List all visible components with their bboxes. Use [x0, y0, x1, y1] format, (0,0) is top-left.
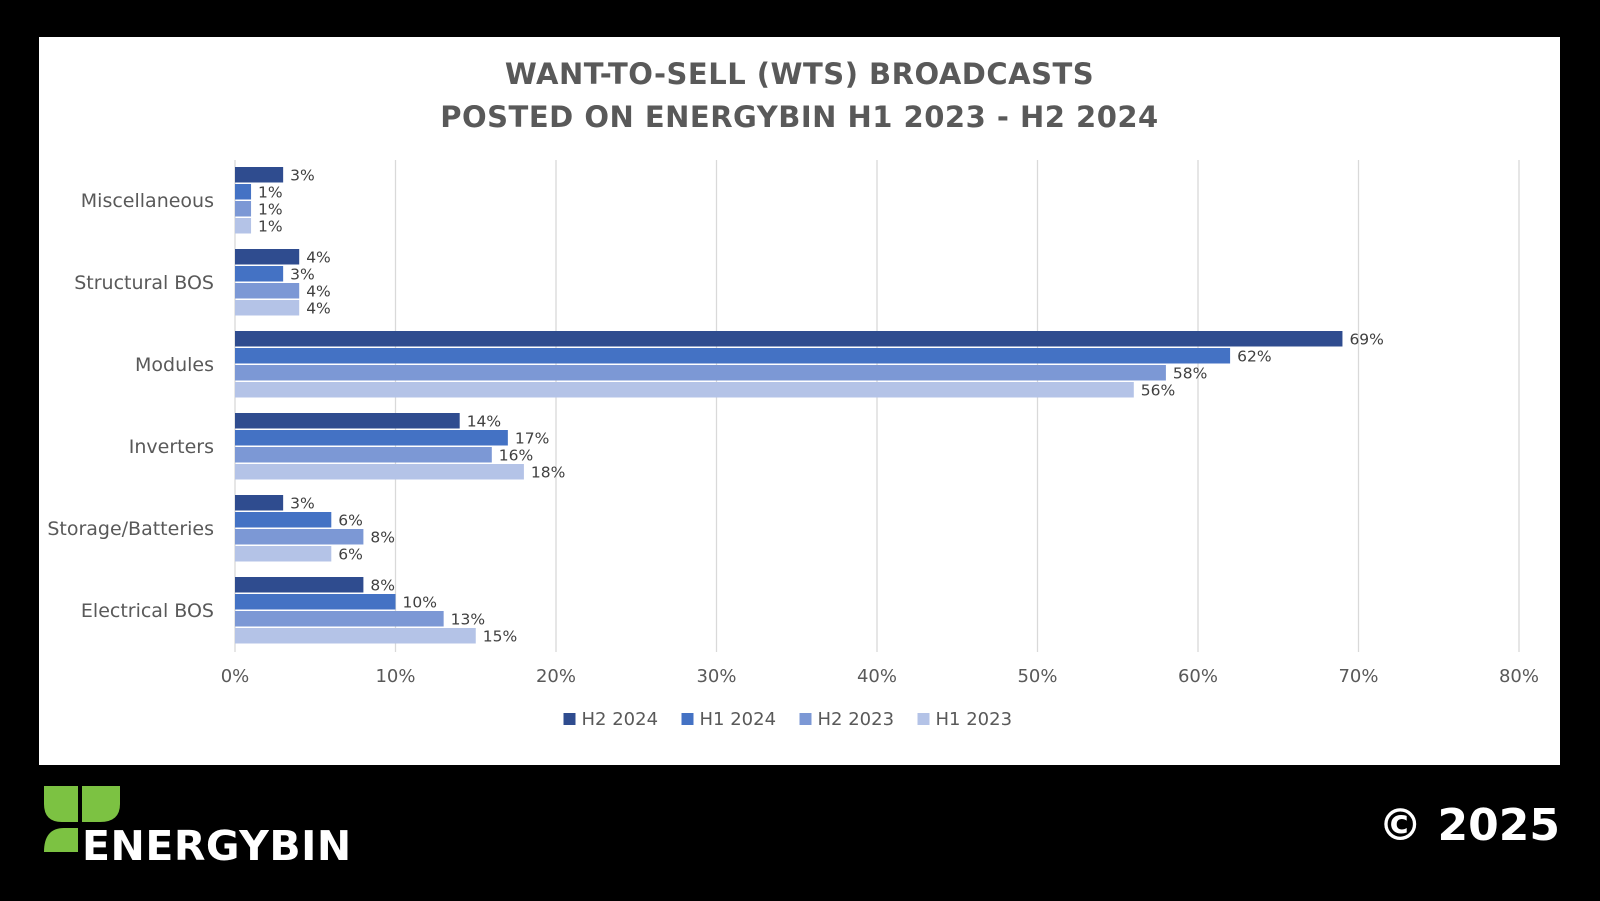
bar [235, 201, 252, 217]
data-label: 3% [290, 265, 315, 283]
logo-leaf-bottom-left [44, 828, 78, 852]
category-label: Modules [135, 354, 214, 376]
chart-title-line2: POSTED ON ENERGYBIN H1 2023 - H2 2024 [440, 100, 1159, 134]
legend-swatch [799, 713, 812, 725]
data-label: 4% [306, 282, 331, 300]
bar [235, 365, 1166, 381]
data-label: 3% [290, 494, 315, 512]
bar [235, 594, 396, 610]
category-label: Electrical BOS [81, 600, 214, 622]
data-label: 1% [258, 200, 283, 218]
data-label: 18% [531, 463, 565, 481]
bar [235, 577, 364, 593]
bar [235, 184, 252, 200]
x-tick-label: 0% [221, 666, 250, 687]
bar [235, 249, 300, 265]
x-tick-label: 50% [1017, 666, 1057, 687]
bar [235, 447, 492, 463]
bar [235, 283, 300, 299]
bar [235, 300, 300, 316]
category-label: Storage/Batteries [47, 518, 214, 540]
data-label: 1% [258, 183, 283, 201]
bar-chart: 0% 10% 20% 30% 40% 50% 60% 70% 80% Miscellaneous 3… [47, 160, 1539, 730]
data-label: 8% [370, 528, 395, 546]
bar [235, 382, 1134, 398]
data-label: 1% [258, 217, 283, 235]
x-tick-label: 60% [1178, 666, 1218, 687]
bar [235, 611, 444, 627]
x-tick-label: 30% [696, 666, 736, 687]
bar [235, 218, 252, 234]
x-tick-label: 40% [857, 666, 897, 687]
bar [235, 529, 364, 545]
bar [235, 546, 332, 562]
energybin-logo [44, 786, 120, 852]
data-label: 15% [483, 627, 517, 645]
data-label: 8% [370, 576, 395, 594]
legend-swatch [917, 713, 930, 725]
x-tick-label: 10% [375, 666, 415, 687]
bar [235, 167, 284, 183]
data-label: 4% [306, 248, 331, 266]
logo-wordmark: ENERGYBIN [82, 822, 352, 870]
data-label: 13% [451, 610, 485, 628]
data-label: 14% [467, 412, 501, 430]
legend-label: H1 2024 [700, 709, 777, 730]
legend-label: H2 2024 [582, 709, 659, 730]
data-label: 56% [1141, 381, 1175, 399]
chart-panel: WANT-TO-SELL (WTS) BROADCASTS POSTED ON … [39, 37, 1560, 765]
copyright-notice: © 2025 [1378, 800, 1560, 851]
x-tick-label: 80% [1499, 666, 1539, 687]
bar [235, 628, 476, 644]
bar [235, 331, 1343, 347]
bar [235, 266, 284, 282]
logo-leaf-top-right [82, 786, 120, 822]
data-label: 6% [338, 511, 363, 529]
data-label: 58% [1173, 364, 1207, 382]
chart-title-line1: WANT-TO-SELL (WTS) BROADCASTS [504, 57, 1095, 91]
bar [235, 512, 332, 528]
legend-swatch [563, 713, 576, 725]
data-label: 62% [1237, 347, 1271, 365]
data-label: 6% [338, 545, 363, 563]
bar [235, 495, 284, 511]
bar [235, 348, 1231, 364]
bar [235, 413, 460, 429]
bar [235, 464, 524, 480]
x-tick-label: 70% [1338, 666, 1378, 687]
data-label: 3% [290, 166, 315, 184]
category-label: Inverters [129, 436, 214, 458]
category-label: Structural BOS [74, 272, 214, 294]
legend-label: H2 2023 [818, 709, 895, 730]
x-tick-label: 20% [536, 666, 576, 687]
data-label: 10% [403, 593, 437, 611]
data-label: 4% [306, 299, 331, 317]
category-label: Miscellaneous [81, 190, 214, 212]
legend-label: H1 2023 [936, 709, 1013, 730]
data-label: 17% [515, 429, 549, 447]
legend-swatch [681, 713, 694, 725]
logo-leaf-top-left [44, 786, 78, 822]
data-label: 69% [1349, 330, 1383, 348]
bar [235, 430, 508, 446]
data-label: 16% [499, 446, 533, 464]
